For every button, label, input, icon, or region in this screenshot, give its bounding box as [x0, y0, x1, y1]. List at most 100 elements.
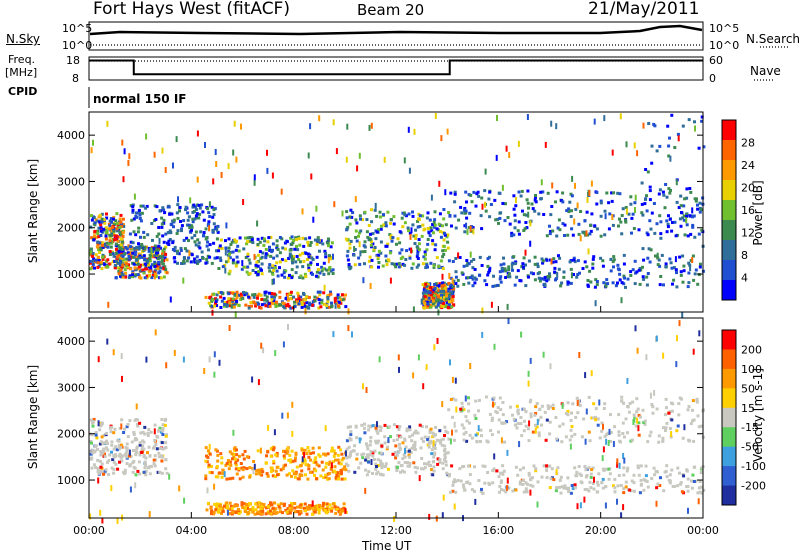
velocity-cell — [234, 467, 238, 471]
velocity-cell — [342, 502, 346, 506]
velocity-cell — [355, 457, 359, 461]
velocity-cell — [253, 463, 256, 470]
velocity-cell — [657, 434, 661, 438]
velocity-cell — [99, 440, 103, 444]
velocity-cell — [89, 449, 93, 453]
velocity-cell — [144, 456, 148, 460]
velocity-cell — [384, 465, 388, 468]
power-cell — [253, 174, 256, 181]
power-cell — [440, 293, 444, 297]
power-cell — [472, 258, 476, 261]
power-cell — [210, 261, 214, 265]
power-cell — [439, 296, 443, 300]
velocity-cell — [251, 510, 255, 514]
power-cell — [659, 236, 663, 240]
colorbar-swatch — [722, 368, 736, 389]
power-cell — [550, 120, 553, 127]
power-cell — [327, 237, 330, 241]
velocity-cell — [578, 404, 582, 407]
beam-label: Beam 20 — [357, 1, 425, 19]
power-cell — [96, 219, 100, 223]
power-cell — [114, 260, 118, 263]
velocity-cell — [634, 424, 638, 428]
power-cell — [526, 201, 530, 205]
power-cell — [90, 218, 94, 222]
power-cell — [121, 231, 125, 235]
power-cell — [141, 204, 145, 208]
power-cell — [104, 234, 108, 238]
power-cell — [89, 225, 93, 229]
velocity-cell — [678, 320, 681, 327]
velocity-cell — [676, 466, 680, 470]
velocity-cell — [369, 436, 373, 440]
power-cell — [111, 252, 115, 256]
power-cell — [511, 261, 515, 265]
power-cell — [212, 292, 216, 296]
power-cell — [445, 301, 449, 305]
velocity-cell — [516, 412, 520, 416]
velocity-cell — [603, 402, 607, 406]
velocity-cell — [274, 453, 278, 457]
power-cell — [458, 256, 462, 259]
power-cell — [103, 244, 107, 248]
power-cell — [293, 247, 297, 251]
velocity-cell — [583, 488, 587, 491]
velocity-cell — [96, 458, 100, 462]
velocity-cell — [220, 456, 224, 460]
velocity-cell — [305, 512, 309, 516]
power-cell — [318, 115, 321, 122]
velocity-cell — [289, 458, 293, 462]
power-cell — [107, 301, 110, 308]
velocity-cell — [651, 405, 655, 409]
velocity-cell — [119, 446, 123, 449]
power-cell — [101, 257, 105, 261]
velocity-cell — [414, 470, 418, 474]
velocity-cell — [146, 431, 150, 435]
power-cell — [240, 294, 244, 298]
power-cell — [104, 226, 108, 230]
power-cell — [127, 276, 131, 280]
velocity-cell — [219, 452, 223, 456]
velocity-cell — [225, 477, 229, 481]
power-cell — [570, 209, 573, 213]
velocity-cell — [432, 455, 436, 459]
power-cell — [629, 195, 633, 199]
velocity-cell — [609, 439, 613, 443]
velocity-cell — [134, 453, 138, 457]
power-cell — [449, 283, 453, 287]
velocity-cell — [431, 431, 435, 435]
velocity-cell — [128, 454, 132, 458]
power-cell — [361, 218, 364, 222]
power-cell — [403, 157, 406, 164]
velocity-cell — [598, 399, 601, 406]
velocity-cell — [526, 427, 530, 431]
power-cell — [185, 259, 189, 263]
power-cell — [594, 300, 597, 307]
power-cell — [344, 237, 348, 241]
velocity-cell — [267, 424, 270, 431]
power-cell — [280, 188, 283, 195]
velocity-cell — [104, 446, 108, 450]
velocity-cell — [293, 459, 297, 463]
velocity-cell — [675, 361, 678, 368]
power-cell — [395, 242, 398, 246]
nave-label: Nave — [750, 64, 781, 78]
velocity-cell — [608, 428, 611, 435]
velocity-cell — [456, 479, 460, 482]
velocity-cell — [692, 439, 696, 443]
power-cell — [224, 303, 228, 307]
velocity-cell — [477, 409, 480, 413]
velocity-cell — [206, 449, 210, 453]
velocity-cell — [458, 467, 462, 471]
power-cell — [271, 272, 275, 276]
velocity-cell — [428, 430, 432, 434]
power-cell — [700, 228, 704, 232]
velocity-cell — [479, 428, 483, 432]
velocity-cell — [154, 442, 158, 446]
velocity-cell — [134, 450, 138, 454]
power-cell — [441, 249, 445, 253]
velocity-cell — [529, 412, 533, 416]
power-cell — [658, 214, 662, 218]
power-cell — [591, 262, 595, 266]
noise-left-tick-top: 10^5 — [62, 22, 93, 35]
